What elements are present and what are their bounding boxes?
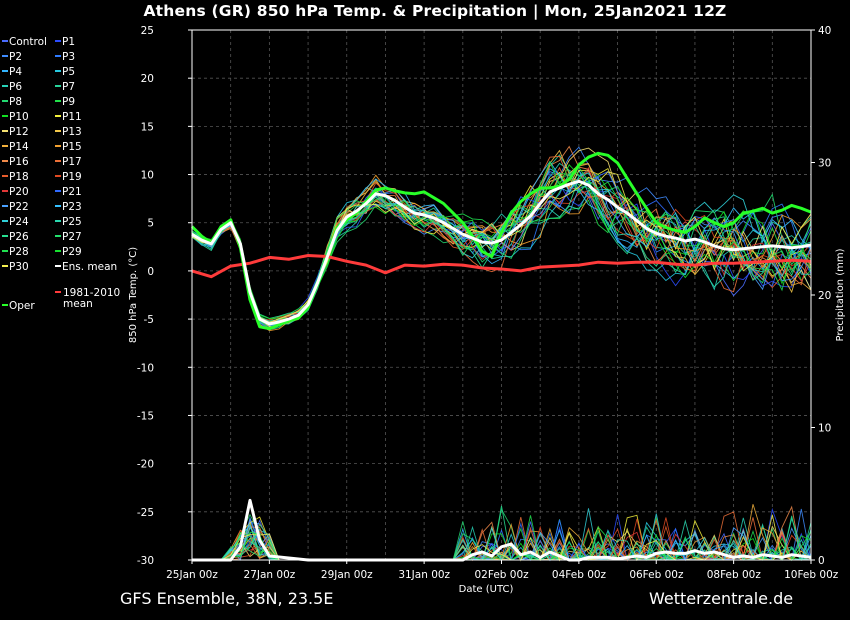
y-tick-label: 10 [141,170,154,182]
member-temp-line [191,166,812,323]
y-tick-label: -10 [137,362,154,374]
y2-tick-label: 0 [818,555,825,567]
x-tick-label: 25Jan 00z [166,569,218,581]
legend-label: P5 [62,66,75,78]
legend-label: P4 [9,66,22,78]
y-tick-label: 15 [141,121,154,133]
legend-label: P9 [62,96,75,108]
legend-label: P20 [9,186,29,198]
climate-mean-line [191,254,812,279]
legend-label: P22 [9,201,29,213]
legend-label: P21 [62,186,82,198]
y2-tick-label: 20 [818,290,831,302]
grid [192,29,811,561]
legend-label: P16 [9,156,29,168]
legend-label: P11 [62,111,82,123]
legend-label: P2 [9,51,22,63]
legend-label: P3 [62,51,75,63]
y-axis-label: 850 hPa Temp. (°C) [128,247,139,343]
y2-tick-label: 40 [818,25,831,37]
y-tick-label: -15 [137,410,154,422]
y-tick-label: -20 [137,459,154,471]
legend-label: P15 [62,141,82,153]
y-tick-label: 20 [141,73,154,85]
legend-label: P12 [9,126,29,138]
legend-label: P28 [9,246,29,258]
main-series [190,151,812,562]
axis-ticks: 25 20 15 10 5 0 -5 -10 -15 -20 -25 -30 40 30 20 10 0 25Ja… [137,25,839,581]
legend-label: P17 [62,156,82,168]
legend-label: P24 [9,216,29,228]
x-tick-label: 27Jan 00z [244,569,296,581]
legend-label: mean [63,298,93,310]
y2-tick-label: 30 [818,158,831,170]
x-tick-label: 04Feb 00z [552,569,607,581]
legend-label: P14 [9,141,29,153]
legend-label: Ens. mean [62,261,117,273]
legend-label: P13 [62,126,82,138]
x-axis-label: Date (UTC) [459,584,514,595]
source-credit: Wetterzentrale.de [649,589,794,608]
chart-title: Athens (GR) 850 hPa Temp. & Precipitatio… [143,2,727,20]
legend-label: 1981-2010 [63,287,120,299]
x-tick-label: 31Jan 00z [398,569,450,581]
legend-label: P6 [9,81,22,93]
x-tick-label: 10Feb 00z [784,569,839,581]
y2-tick-label: 10 [818,423,831,435]
legend-label: Control [9,36,47,48]
y-tick-label: -30 [137,555,154,567]
legend-label: P27 [62,231,82,243]
model-info: GFS Ensemble, 38N, 23.5E [120,589,334,608]
legend-label: Oper [9,300,35,312]
legend-label: P8 [9,96,22,108]
legend-label: P25 [62,216,82,228]
legend-label: P26 [9,231,29,243]
legend-label: P29 [62,246,82,258]
legend: Control P1 P2 P3 P4 P5 P6 P7 P8 P9 P10 P11 P12 P13 P14… [2,36,120,312]
y-tick-label: 5 [147,218,154,230]
legend-label: P30 [9,261,29,273]
legend-label: P23 [62,201,82,213]
x-tick-label: 06Feb 00z [629,569,684,581]
legend-label: P18 [9,171,29,183]
ens-mean-line [191,179,812,326]
legend-label: P10 [9,111,29,123]
x-tick-label: 08Feb 00z [707,569,762,581]
legend-label: P1 [62,36,75,48]
x-tick-label: 02Feb 00z [475,569,530,581]
y2-axis-label: Precipitation (mm) [835,248,846,341]
legend-label: P19 [62,171,82,183]
legend-label: P7 [62,81,75,93]
y-tick-label: 25 [141,25,154,37]
y-tick-label: -5 [144,314,154,326]
y-tick-label: -25 [137,507,154,519]
x-tick-label: 29Jan 00z [321,569,373,581]
oper-line [190,151,812,331]
y-tick-label: 0 [147,266,154,278]
